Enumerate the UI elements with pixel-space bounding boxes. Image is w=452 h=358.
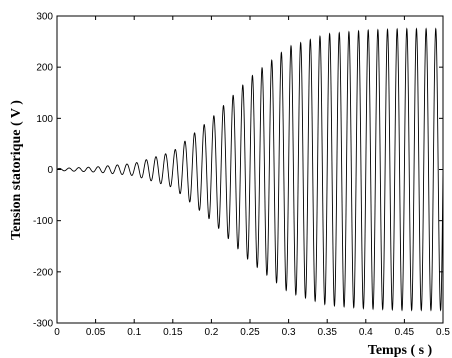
y-tick-label: 300 [36, 12, 53, 23]
x-tick-label: 0.15 [163, 327, 183, 338]
series-line [56, 27, 444, 312]
y-tick-label: 100 [36, 114, 53, 125]
y-tick-label: -300 [33, 319, 53, 330]
y-tick-label: -100 [33, 216, 53, 227]
x-tick-label: 0.45 [395, 327, 415, 338]
y-axis-label: Tension statorique ( V ) [9, 100, 24, 240]
x-tick-label: 0.35 [317, 327, 337, 338]
series-layer [56, 27, 444, 312]
x-tick-label: 0.5 [436, 327, 450, 338]
x-tick-label: 0.05 [86, 327, 106, 338]
y-tick-label: 200 [36, 63, 53, 74]
x-axis: 0 0.05 0.1 0.15 0.2 0.25 0.3 0.35 0.4 0.45 0.5 [54, 16, 450, 338]
x-tick-label: 0.3 [282, 327, 296, 338]
y-tick-label: 0 [47, 165, 53, 176]
x-tick-label: 0.1 [127, 327, 141, 338]
y-axis: -300 -200 -100 0 100 200 300 [33, 12, 443, 330]
x-tick-label: 0 [54, 327, 60, 338]
x-tick-label: 0.2 [204, 327, 218, 338]
x-axis-label: Temps ( s ) [368, 343, 433, 358]
y-tick-label: -200 [33, 267, 53, 278]
x-tick-label: 0.25 [240, 327, 260, 338]
x-tick-label: 0.4 [359, 327, 373, 338]
